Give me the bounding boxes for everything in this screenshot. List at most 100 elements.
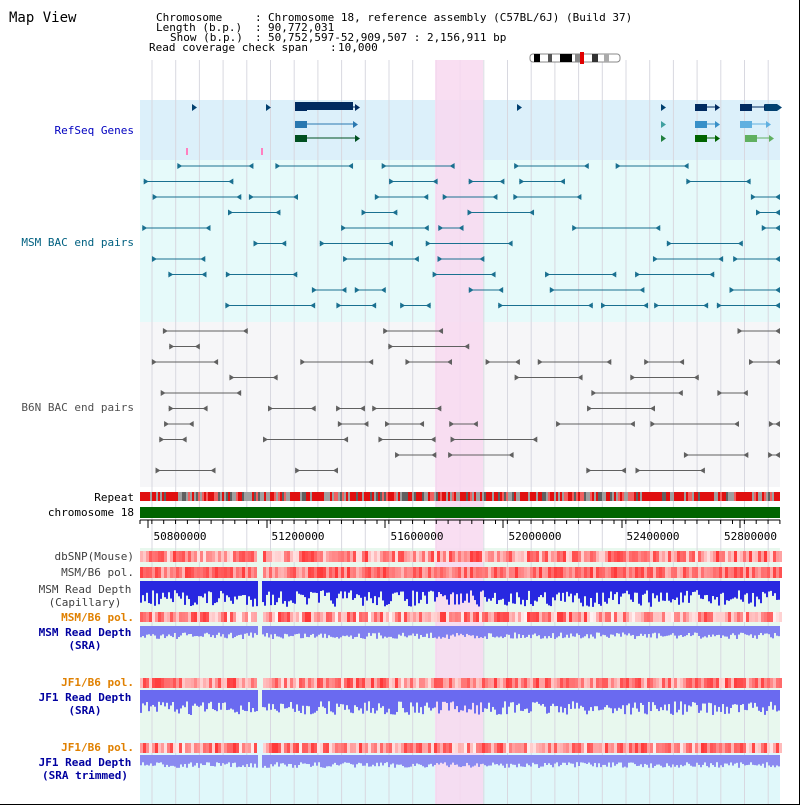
read-depth-bar: [306, 690, 308, 706]
read-depth-bar: [182, 690, 184, 706]
repeat-segment: [680, 492, 682, 501]
snp-density-cell: [353, 678, 356, 688]
read-depth-bar: [146, 626, 148, 635]
snp-density-cell: [536, 678, 539, 688]
snp-density-cell: [668, 678, 671, 688]
read-depth-bar: [778, 690, 780, 711]
read-depth-bar: [558, 581, 560, 593]
read-depth-bar: [538, 755, 540, 768]
snp-density-cell: [353, 743, 356, 753]
msm-bac-label[interactable]: MSM BAC end pairs: [21, 236, 134, 249]
repeat-segment: [700, 492, 702, 501]
snp-density-cell: [572, 743, 575, 753]
read-depth-bar: [682, 690, 684, 715]
repeat-segment: [362, 492, 364, 501]
read-depth-bar: [362, 755, 364, 766]
snp-density-cell: [281, 551, 284, 562]
read-depth-bar: [734, 626, 736, 636]
repeat-segment: [466, 492, 468, 501]
refseq-genes-label[interactable]: RefSeq Genes: [54, 124, 134, 137]
read-depth-bar: [460, 690, 462, 711]
read-depth-bar: [374, 626, 376, 634]
read-depth-bar: [506, 581, 508, 606]
snp-density-cell: [200, 612, 203, 622]
repeat-segment: [510, 492, 512, 501]
read-depth-bar: [446, 581, 448, 600]
read-depth-bar: [772, 755, 774, 766]
read-depth-bar: [160, 581, 162, 599]
bac-end-arrow: [485, 359, 491, 365]
bac-end-arrow: [775, 194, 780, 200]
snp-density-cell: [293, 567, 296, 578]
read-depth-bar: [410, 581, 412, 607]
bac-end-arrow: [717, 390, 723, 396]
snp-density-cell: [326, 678, 329, 688]
read-depth-bar: [346, 626, 348, 636]
snp-density-cell: [200, 743, 203, 753]
read-depth-bar: [568, 581, 570, 597]
snp-density-cell: [338, 743, 341, 753]
read-depth-bar: [192, 690, 194, 706]
snp-density-cell: [614, 551, 617, 562]
read-depth-bar: [520, 755, 522, 767]
snp-density-cell: [392, 612, 395, 622]
read-depth-bar: [650, 581, 652, 607]
read-depth-bar: [280, 755, 282, 764]
read-depth-bar: [460, 626, 462, 634]
snp-density-cell: [422, 567, 425, 578]
read-depth-bar: [298, 581, 300, 594]
read-depth-bar: [760, 581, 762, 604]
snp-density-cell: [731, 551, 734, 562]
read-depth-bar: [448, 626, 450, 639]
repeat-segment: [258, 492, 260, 501]
snp-density-cell: [434, 612, 437, 622]
read-depth-bar: [366, 690, 368, 711]
read-depth-bar: [618, 581, 620, 605]
gene-marker: [186, 148, 188, 155]
snp-density-cell: [419, 678, 422, 688]
repeat-segment: [218, 492, 220, 501]
repeat-segment: [536, 492, 538, 501]
read-depth-bar: [596, 581, 598, 593]
read-depth-bar: [766, 755, 768, 763]
read-depth-bar: [522, 581, 524, 600]
read-depth-bar: [400, 626, 402, 636]
bac-end-arrow: [479, 256, 485, 262]
snp-density-cell: [308, 612, 311, 622]
snp-density-cell: [710, 551, 713, 562]
coverage-value: 10,000: [338, 41, 378, 54]
snp-density-cell: [239, 551, 242, 562]
b6n-bac-label[interactable]: B6N BAC end pairs: [21, 401, 134, 414]
read-depth-bar: [194, 581, 196, 603]
snp-density-cell: [443, 743, 446, 753]
snp-density-cell: [419, 743, 422, 753]
jf1-b6-pol-label: JF1/B6 pol.: [61, 676, 134, 689]
read-depth-bar: [650, 626, 652, 638]
repeat-segment: [678, 492, 680, 501]
read-depth-bar: [486, 690, 488, 709]
read-depth-bar: [628, 690, 630, 704]
repeat-segment: [406, 492, 408, 501]
snp-density-cell: [515, 678, 518, 688]
read-depth-bar: [198, 581, 200, 597]
jf1-read-depth-sra-sub: (SRA): [68, 704, 102, 717]
read-depth-bar: [174, 581, 176, 591]
bac-end-arrow: [655, 225, 661, 231]
read-depth-bar: [584, 626, 586, 637]
read-depth-bar: [640, 581, 642, 606]
read-depth-bar: [168, 581, 170, 593]
bac-end-arrow: [263, 436, 269, 443]
read-depth-bar: [164, 581, 166, 598]
read-depth-bar: [206, 581, 208, 604]
read-depth-bar: [626, 581, 628, 591]
read-depth-bar: [186, 690, 188, 702]
read-depth-bar: [508, 581, 510, 602]
read-depth-bar: [366, 755, 368, 764]
snp-density-cell: [725, 567, 728, 578]
read-depth-bar: [710, 581, 712, 604]
bac-end-arrow: [650, 421, 656, 427]
read-depth-bar: [376, 755, 378, 763]
snp-density-cell: [704, 743, 707, 753]
snp-density-cell: [146, 551, 149, 562]
